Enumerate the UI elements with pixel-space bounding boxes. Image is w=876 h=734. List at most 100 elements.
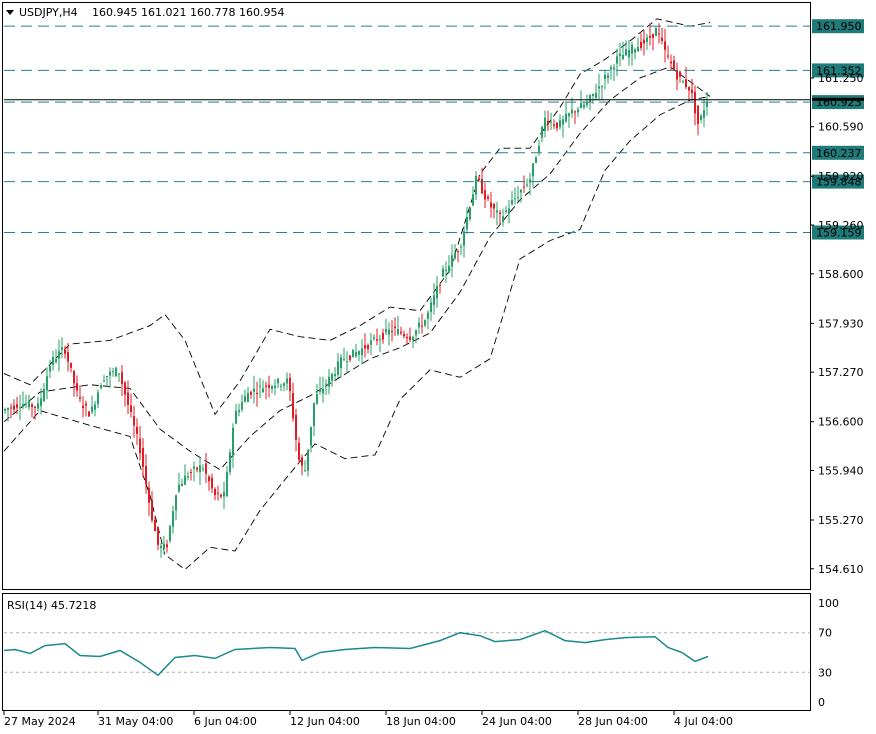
candle-body [139, 438, 141, 454]
candle-body [310, 427, 312, 446]
candle-body [697, 105, 699, 124]
candle-body [238, 410, 240, 413]
candle-body [595, 92, 597, 98]
candle-body [517, 197, 519, 198]
time-tick-label: 28 Jun 04:00 [578, 715, 648, 728]
collapse-triangle-icon[interactable] [6, 10, 14, 15]
candle-body [445, 270, 447, 271]
candle-body [511, 200, 513, 205]
candle-body [343, 359, 345, 361]
candle-body [637, 46, 639, 52]
candle-body [346, 361, 348, 363]
candle-body [160, 545, 162, 548]
candle-body [127, 392, 129, 405]
candle-body [649, 36, 651, 38]
candle-body [25, 403, 27, 405]
candle-body [295, 414, 297, 440]
candle-body [547, 120, 549, 125]
candle-body [484, 190, 486, 200]
price-tick-label: 159.920 [818, 170, 864, 183]
level-price-label: 161.950 [816, 20, 862, 33]
candle-body [568, 113, 570, 117]
candle-body [73, 371, 75, 384]
candle-body [292, 393, 294, 419]
candle-body [124, 382, 126, 395]
candle-body [655, 28, 657, 36]
candle-body [358, 351, 360, 355]
price-panel [3, 18, 810, 571]
candle-body [430, 302, 432, 313]
candle-body [184, 475, 186, 485]
candle-body [55, 359, 57, 362]
candle-body [565, 113, 567, 122]
candle-body [700, 115, 702, 120]
candle-body [43, 389, 45, 401]
candle-body [244, 396, 246, 402]
candle-body [229, 452, 231, 472]
candle-body [373, 337, 375, 339]
candle-body [418, 322, 420, 328]
price-tick-label: 155.270 [818, 514, 864, 527]
candle-body [91, 406, 93, 413]
candle-body [487, 196, 489, 199]
level-price-box [812, 174, 864, 189]
candle-body [454, 253, 456, 259]
bb-upper-line [3, 18, 711, 416]
candle-body [175, 495, 177, 511]
candle-body [556, 122, 558, 129]
candle-body [334, 374, 336, 377]
candle-body [94, 404, 96, 410]
rsi-label: RSI(14) 45.7218 [7, 599, 96, 612]
candle-body [403, 334, 405, 337]
candle-body [4, 409, 6, 411]
candle-body [367, 345, 369, 350]
candle-body [481, 178, 483, 194]
candle-body [133, 416, 135, 426]
candle-body [553, 124, 555, 126]
candle-body [391, 330, 393, 332]
candle-body [586, 101, 588, 106]
candle-body [610, 67, 612, 70]
candle-body [379, 339, 381, 341]
candle-body [151, 500, 153, 521]
candle-body [661, 37, 663, 41]
candle-body [49, 365, 51, 372]
rsi-panel-frame [2, 593, 811, 711]
candle-body [193, 466, 195, 469]
candle-body [646, 37, 648, 42]
candle-body [61, 347, 63, 350]
candle-body [526, 184, 528, 186]
candle-body [136, 426, 138, 434]
candle-body [19, 407, 21, 409]
candle-body [349, 355, 351, 360]
candle-body [634, 49, 636, 53]
candle-body [436, 285, 438, 299]
rsi-tick-label: 30 [818, 666, 832, 679]
candle-body [457, 251, 459, 253]
price-tick-label: 154.610 [818, 563, 864, 576]
candle-body [658, 33, 660, 35]
level-price-box [812, 225, 864, 240]
candle-body [16, 404, 18, 408]
candle-body [550, 121, 552, 123]
rsi-line [3, 629, 709, 677]
candle-body [115, 367, 117, 377]
candle-body [385, 329, 387, 333]
candle-body [361, 348, 363, 356]
rsi-axis: 100 70 30 0 [818, 597, 839, 709]
candle-body [46, 376, 48, 391]
bb-middle-line [3, 66, 711, 471]
candle-body [157, 527, 159, 545]
candle-body [226, 472, 228, 496]
candle-body [31, 404, 33, 407]
candle-body [202, 468, 204, 470]
candle-body [181, 483, 183, 486]
candle-body [316, 394, 318, 404]
candle-body [451, 255, 453, 267]
candle-body [205, 463, 207, 474]
candle-body [415, 330, 417, 336]
candle-body [508, 208, 510, 214]
candle-body [433, 295, 435, 306]
candle-body [172, 511, 174, 527]
candle-body [496, 210, 498, 213]
